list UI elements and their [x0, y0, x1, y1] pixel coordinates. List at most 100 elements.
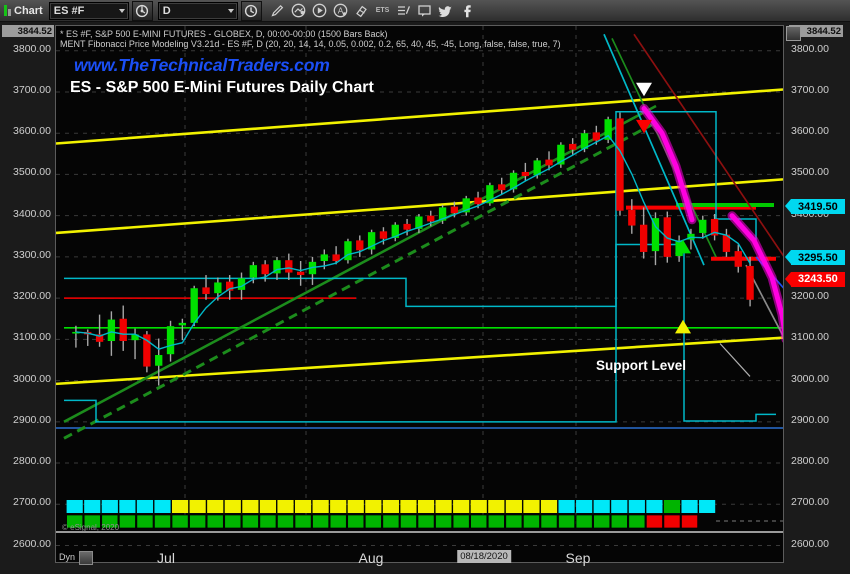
candle-body [498, 184, 506, 191]
indicator-cell-direction [241, 514, 259, 529]
indicator-cell-strength [294, 500, 312, 513]
chevron-down-icon[interactable] [227, 8, 234, 13]
twitter-button[interactable] [436, 2, 455, 20]
candle-body [557, 144, 565, 165]
last-price-left: 3844.52 [2, 25, 54, 37]
green-rising-dashed [63, 121, 657, 440]
comment-icon [418, 5, 432, 17]
indicator-cell-strength [435, 500, 452, 513]
chart-tab-label: Chart [14, 4, 43, 17]
indicator-cell-strength [663, 500, 681, 513]
candle-body [178, 322, 187, 326]
right-price-axis[interactable]: 3800.003700.003600.003500.003400.003300.… [785, 25, 850, 563]
price-axis-label: 2800.00 [13, 455, 51, 468]
indicator-cell-strength [154, 500, 171, 513]
candle-body [155, 355, 163, 366]
price-axis-label: 2700.00 [791, 496, 829, 509]
candle-body [226, 281, 234, 291]
candle-body [533, 160, 541, 176]
interval-input[interactable]: D [157, 1, 238, 20]
candle-body [403, 223, 411, 230]
indicator-cell-direction [329, 514, 347, 529]
price-tag-cyan-upper: 3419.50 [785, 199, 845, 215]
price-axis-label: 2900.00 [13, 413, 51, 426]
time-axis[interactable]: Dyn Jul Aug 08/18/2020 Sep [0, 541, 850, 574]
chevron-down-icon[interactable] [118, 8, 125, 13]
chart-canvas [56, 26, 783, 547]
symbol-input[interactable]: ES #F [48, 1, 129, 20]
time-template-button[interactable] [240, 0, 262, 21]
indicator-cell-direction [400, 514, 417, 529]
ets-label-icon[interactable]: ETS [375, 7, 390, 14]
candle-body [131, 334, 139, 341]
indicator-cell-strength [453, 500, 470, 513]
indicator-cell-strength [470, 500, 487, 513]
price-axis-label: 3800.00 [13, 42, 51, 55]
price-axis-label: 2900.00 [791, 413, 829, 426]
candle-body [379, 231, 388, 239]
list-edit-button[interactable] [394, 2, 413, 20]
candle-body [190, 288, 198, 323]
candle-body [604, 119, 612, 140]
draw-pencil-button[interactable] [268, 2, 287, 20]
plot-area[interactable]: * ES #F, S&P 500 E-MINI FUTURES - GLOBEX… [55, 25, 784, 563]
indicator-cell-strength [505, 500, 522, 513]
price-axis-label: 3100.00 [13, 331, 51, 344]
cyan-upper-envelope [64, 111, 757, 308]
chart-window-tab[interactable]: Chart [4, 5, 43, 17]
candle-body [119, 318, 127, 342]
price-tag-red: 3243.50 [785, 271, 845, 287]
price-axis-label: 3200.00 [13, 290, 51, 303]
indicator-cell-strength [558, 500, 575, 513]
candle-body [320, 254, 328, 262]
price-axis-label: 3600.00 [13, 125, 51, 138]
last-price-right: 3844.52 [789, 25, 843, 37]
indicator-cell-direction [154, 514, 171, 529]
green-up-triangle [675, 239, 691, 254]
candle-body [356, 240, 364, 251]
indicator-cell-direction [382, 514, 400, 529]
facebook-button[interactable] [457, 2, 476, 20]
indicator-cell-direction [575, 514, 593, 529]
indicator-cell-direction [540, 514, 558, 529]
indicator-cell-direction [487, 514, 505, 529]
indicator-cell-strength [242, 500, 259, 513]
indicator-cell-strength [540, 500, 558, 513]
indicator-cell-direction [610, 514, 628, 529]
candle-body [746, 265, 754, 300]
indicator-cell-direction [435, 514, 453, 529]
play-button[interactable] [310, 2, 329, 20]
eraser-button[interactable] [352, 2, 371, 20]
dyn-lock-icon[interactable] [79, 551, 93, 565]
candle-body [202, 287, 210, 294]
symbol-lookup-button[interactable] [131, 0, 153, 21]
candle-body [545, 159, 553, 166]
yellow-upper-channel [56, 88, 783, 145]
indicator-cell-direction [452, 514, 470, 529]
alert-circle-icon: A [333, 3, 348, 18]
candle-body [344, 241, 352, 261]
yellow-up-triangle [675, 319, 691, 334]
comment-button[interactable] [415, 2, 434, 20]
indicator-cell-direction [101, 514, 119, 529]
refresh-button[interactable] [289, 2, 308, 20]
play-circle-icon [312, 3, 327, 18]
price-axis-label: 3400.00 [13, 207, 51, 220]
indicator-cell-strength [101, 500, 118, 513]
indicator-cell-direction [364, 514, 382, 529]
yellow-lower-channel [56, 336, 783, 386]
red-falling [633, 33, 783, 257]
candle-body [107, 319, 116, 342]
candle-body [72, 331, 80, 334]
price-axis-label: 3700.00 [791, 83, 829, 96]
indicator-cell-strength [417, 500, 435, 513]
indicator-cell-strength [646, 500, 663, 513]
expand-scale-icon[interactable] [786, 26, 801, 41]
indicator-cell-direction [645, 514, 663, 529]
indicator-cell-strength [628, 500, 645, 513]
indicator-cell-strength [312, 500, 329, 513]
left-price-axis[interactable]: 3800.00 3700.00 3600.00 3500.00 3400.00 3300.… [0, 25, 55, 563]
indicator-cell-strength [66, 500, 83, 513]
symbol-lookup-icon [136, 4, 149, 17]
alert-button[interactable]: A [331, 2, 350, 20]
